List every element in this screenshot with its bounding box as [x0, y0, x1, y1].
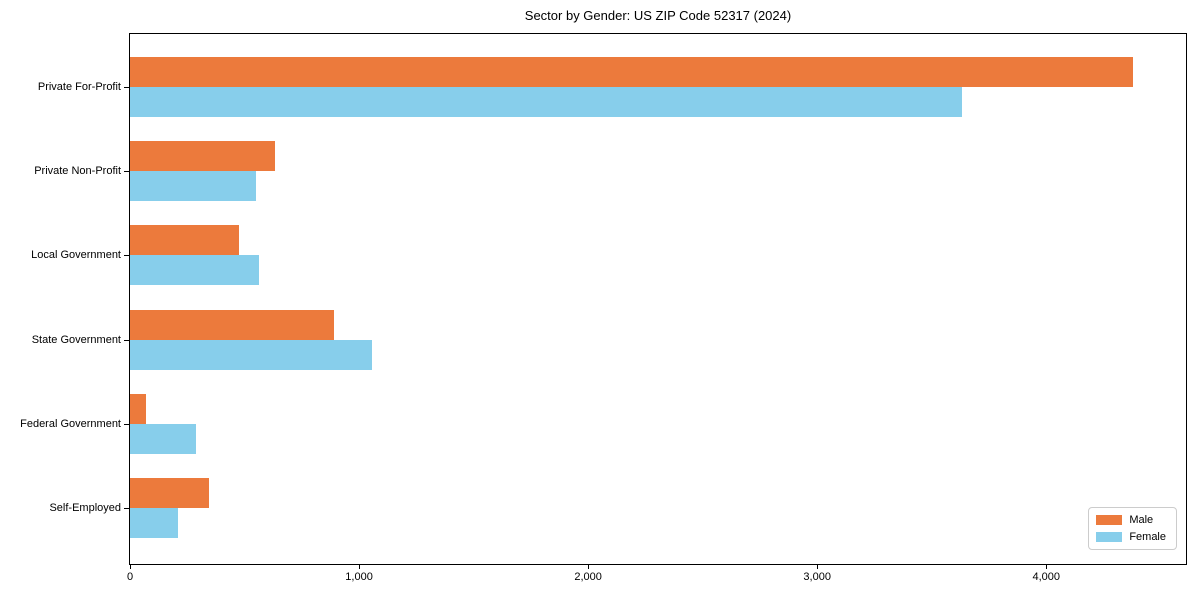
legend-item-male: Male [1096, 514, 1166, 526]
bar-male-3 [130, 225, 239, 255]
x-tick-mark [358, 565, 360, 569]
y-tick-mark [124, 424, 129, 425]
bar-female-3 [130, 255, 260, 285]
y-tick-label: Private For-Profit [37, 81, 121, 93]
legend-label-female: Female [1129, 531, 1166, 543]
bar-female-5 [130, 424, 197, 454]
legend: Male Female [1088, 507, 1177, 550]
bar-female-6 [130, 508, 179, 538]
y-tick-label: Federal Government [20, 418, 121, 430]
bar-male-2 [130, 141, 276, 171]
y-tick-mark [124, 87, 129, 88]
bar-male-5 [130, 394, 147, 424]
bar-male-1 [130, 57, 1134, 87]
bar-female-4 [130, 340, 372, 370]
male-series-swatch [1096, 515, 1123, 525]
y-tick-label: Self-Employed [49, 502, 121, 514]
bar-male-6 [130, 478, 210, 508]
bar-female-2 [130, 171, 256, 201]
legend-item-female: Female [1096, 531, 1166, 543]
y-tick-label: Private Non-Profit [34, 165, 121, 177]
female-series-swatch [1096, 532, 1123, 542]
bar-female-1 [130, 87, 962, 117]
x-tick-mark [816, 565, 818, 569]
legend-label-male: Male [1129, 514, 1154, 526]
bar-male-4 [130, 310, 334, 340]
y-tick-label: Local Government [31, 249, 121, 261]
x-tick-label: 4,000 [1032, 571, 1061, 583]
y-tick-mark [124, 171, 129, 172]
x-tick-mark [587, 565, 589, 569]
x-tick-label: 0 [126, 571, 134, 583]
x-tick-label: 3,000 [803, 571, 831, 583]
x-tick-label: 2,000 [574, 571, 602, 583]
chart-title: Sector by Gender: US ZIP Code 52317 (202… [524, 8, 792, 23]
y-tick-label: State Government [31, 334, 121, 346]
x-tick-label: 1,000 [345, 571, 373, 583]
x-tick-mark [1045, 565, 1047, 569]
plot-area [129, 33, 1187, 565]
x-tick-mark [129, 565, 131, 569]
y-tick-mark [124, 255, 129, 256]
y-tick-mark [124, 340, 129, 341]
y-tick-mark [124, 508, 129, 509]
